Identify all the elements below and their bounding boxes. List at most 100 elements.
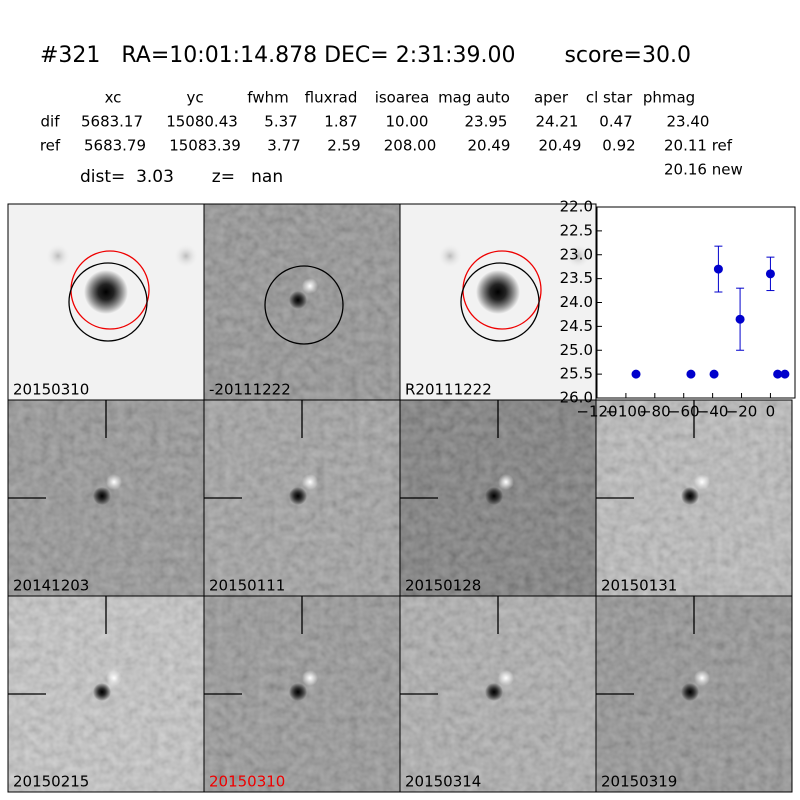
column-header: xc [105, 89, 122, 107]
panel-label: 20150319 [601, 773, 677, 791]
image-frame [595, 595, 793, 793]
column-header: yc [186, 89, 203, 107]
column-header: isoarea [375, 89, 430, 107]
y-tick-label: 23.0 [560, 245, 593, 263]
source [476, 270, 520, 314]
y-tick-label: 25.5 [560, 365, 593, 383]
dipole-dark [93, 487, 111, 505]
point [713, 264, 723, 274]
faint-source [174, 244, 198, 268]
panel-label: 20150215 [13, 773, 89, 791]
x-tick-label: −40 [697, 403, 729, 421]
dipole-light [302, 278, 318, 294]
table-cell: 5683.79 [84, 137, 146, 155]
y-tick-label: 26.0 [560, 389, 593, 407]
table-cell: 23.95 [465, 113, 508, 131]
table-cell: 1.87 [324, 113, 357, 131]
table-cell: 10.00 [386, 113, 429, 131]
dipole-dark [485, 487, 503, 505]
faint-source [566, 244, 590, 268]
source [84, 270, 128, 314]
table-cell: 0.47 [599, 113, 632, 131]
point [773, 369, 783, 379]
dipole-dark [289, 487, 307, 505]
x-tick-label: −100 [605, 403, 646, 421]
panel-label: 20150310 [13, 381, 89, 399]
table: xc yc fwhm fluxrad isoarea mag auto aper cl sta… [40, 89, 733, 155]
dist: dist= 3.03 z= nan [80, 167, 283, 187]
table-cell: 15080.43 [166, 113, 238, 131]
plot-bg [596, 206, 796, 399]
column-header: cl star [586, 89, 633, 107]
point [709, 369, 719, 379]
table-cell: dif [41, 113, 61, 131]
y-tick-label: 25.0 [560, 341, 593, 359]
table-cell: 5683.17 [81, 113, 143, 131]
dipole-dark [485, 683, 503, 701]
dipole-light [302, 474, 318, 490]
panel-label: 20150314 [405, 773, 481, 791]
aperture-black [460, 262, 540, 342]
phmag-new: 20.16 new [664, 161, 743, 179]
column-header: fwhm [247, 89, 288, 107]
panel-label: 20150131 [601, 577, 677, 595]
point [686, 369, 696, 379]
x-tick-label: −120 [576, 403, 617, 421]
dipole-light [694, 474, 710, 490]
column-header: mag auto [438, 89, 510, 107]
table-cell: 23.40 [667, 113, 710, 131]
faint-source [438, 244, 462, 268]
faint-source [46, 244, 70, 268]
dipole-dark [681, 683, 699, 701]
table-cell: 15083.39 [169, 137, 241, 155]
panel-label: 20141203 [13, 577, 89, 595]
panel-label: 20150310 [209, 773, 285, 791]
dipole-light [498, 670, 514, 686]
panel-label: 20150111 [209, 577, 285, 595]
table-cell: 20.49 [468, 137, 511, 155]
panels: 20150310 -20111222 R20111222 20141203 201501… [7, 203, 793, 793]
dipole-light [302, 670, 318, 686]
point [780, 369, 790, 379]
dipole-light [498, 474, 514, 490]
dipole-dark [93, 683, 111, 701]
panel-label: R20111222 [405, 381, 492, 399]
point [735, 314, 745, 324]
table-cell: 3.77 [267, 137, 300, 155]
y-tick-label: 22.0 [560, 198, 593, 216]
column-header: fluxrad [305, 89, 358, 107]
aperture-black [68, 262, 148, 342]
y-tick-label: 24.5 [560, 317, 593, 335]
x-tick-label: −60 [668, 403, 700, 421]
y-tick-label: 23.5 [560, 269, 593, 287]
table-cell: 24.21 [536, 113, 579, 131]
point [631, 369, 641, 379]
x-tick-label: −20 [726, 403, 758, 421]
y-tick-label: 24.0 [560, 293, 593, 311]
dipole-light [106, 670, 122, 686]
table-cell: 20.11 ref [664, 137, 733, 155]
panel-label: -20111222 [209, 381, 291, 399]
table-cell: 208.00 [384, 137, 437, 155]
x-tick-label: 0 [766, 403, 776, 421]
y-tick-label: 22.5 [560, 221, 593, 239]
dipole-light [694, 670, 710, 686]
table-cell: 20.49 [539, 137, 582, 155]
plot: 22.0 22.5 23.0 23.5 24.0 24.5 25.0 25.5 26.0−120… [560, 198, 796, 421]
column-header: aper [534, 89, 569, 107]
column-header: phmag [643, 89, 695, 107]
dipole-dark [289, 683, 307, 701]
dipole-dark [289, 291, 307, 309]
x-tick-label: −80 [639, 403, 671, 421]
point [765, 269, 775, 279]
table-cell: ref [40, 137, 61, 155]
table-cell: 2.59 [327, 137, 360, 155]
aperture-black [264, 265, 344, 345]
table-cell: 0.92 [602, 137, 635, 155]
table-cell: 5.37 [264, 113, 297, 131]
dipole-dark [681, 487, 699, 505]
panel-label: 20150128 [405, 577, 481, 595]
dipole-light [106, 474, 122, 490]
title: #321 RA=10:01:14.878 DEC= 2:31:39.00 sco… [40, 43, 691, 68]
